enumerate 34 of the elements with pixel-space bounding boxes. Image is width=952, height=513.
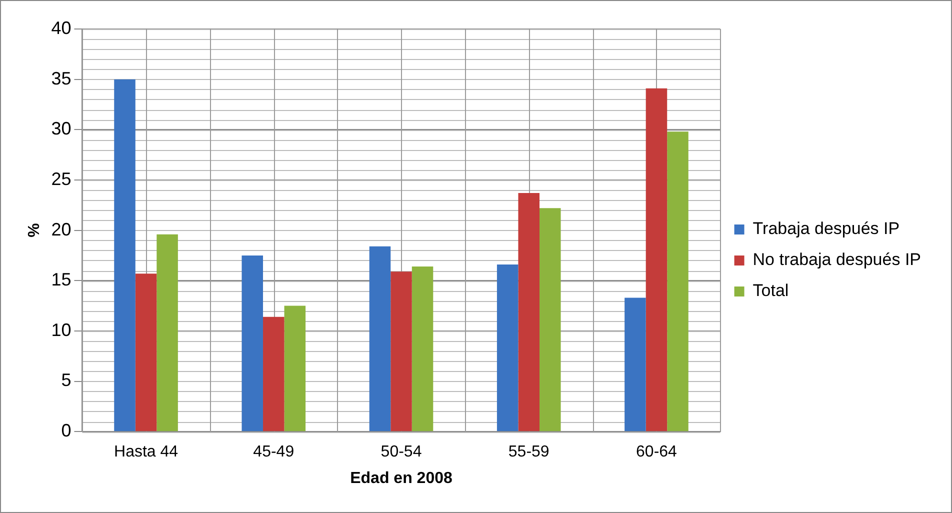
- bar: [412, 266, 434, 432]
- x-tick-label: Hasta 44: [114, 444, 178, 461]
- y-tick-label: 40: [51, 18, 72, 38]
- y-tick-label: 0: [61, 420, 72, 441]
- bar: [646, 88, 668, 432]
- bar: [624, 298, 646, 432]
- y-tick-label: 5: [61, 370, 72, 390]
- y-tick-label: 25: [51, 168, 72, 189]
- bar: [369, 246, 391, 432]
- y-axis-title: %: [26, 223, 44, 238]
- x-tick-label: 55-59: [508, 444, 550, 461]
- y-tick-label: 10: [51, 320, 72, 340]
- bar: [135, 274, 157, 432]
- bar: [518, 193, 540, 432]
- y-tick-label: 35: [51, 68, 72, 88]
- x-tick-label: 60-64: [636, 444, 678, 461]
- y-tick-label: 30: [51, 118, 72, 139]
- y-tick-label: 15: [51, 270, 72, 290]
- bar: [114, 79, 136, 432]
- bar: [263, 316, 284, 432]
- legend-label: Trabaja después IP: [752, 219, 900, 238]
- legend-label: Total: [752, 281, 789, 300]
- bar: [390, 272, 412, 432]
- x-tick-label: 45-49: [253, 444, 294, 461]
- bar: [156, 234, 178, 432]
- legend-label: No trabaja después IP: [752, 250, 922, 270]
- y-tick-label: 20: [51, 219, 72, 240]
- x-tick-label: 50-54: [380, 444, 422, 461]
- bar: [242, 255, 264, 432]
- bar: [667, 132, 688, 432]
- bar: [496, 264, 518, 432]
- bar: [284, 306, 306, 432]
- bar: [540, 208, 561, 432]
- x-axis-title: Edad en 2008: [350, 470, 452, 487]
